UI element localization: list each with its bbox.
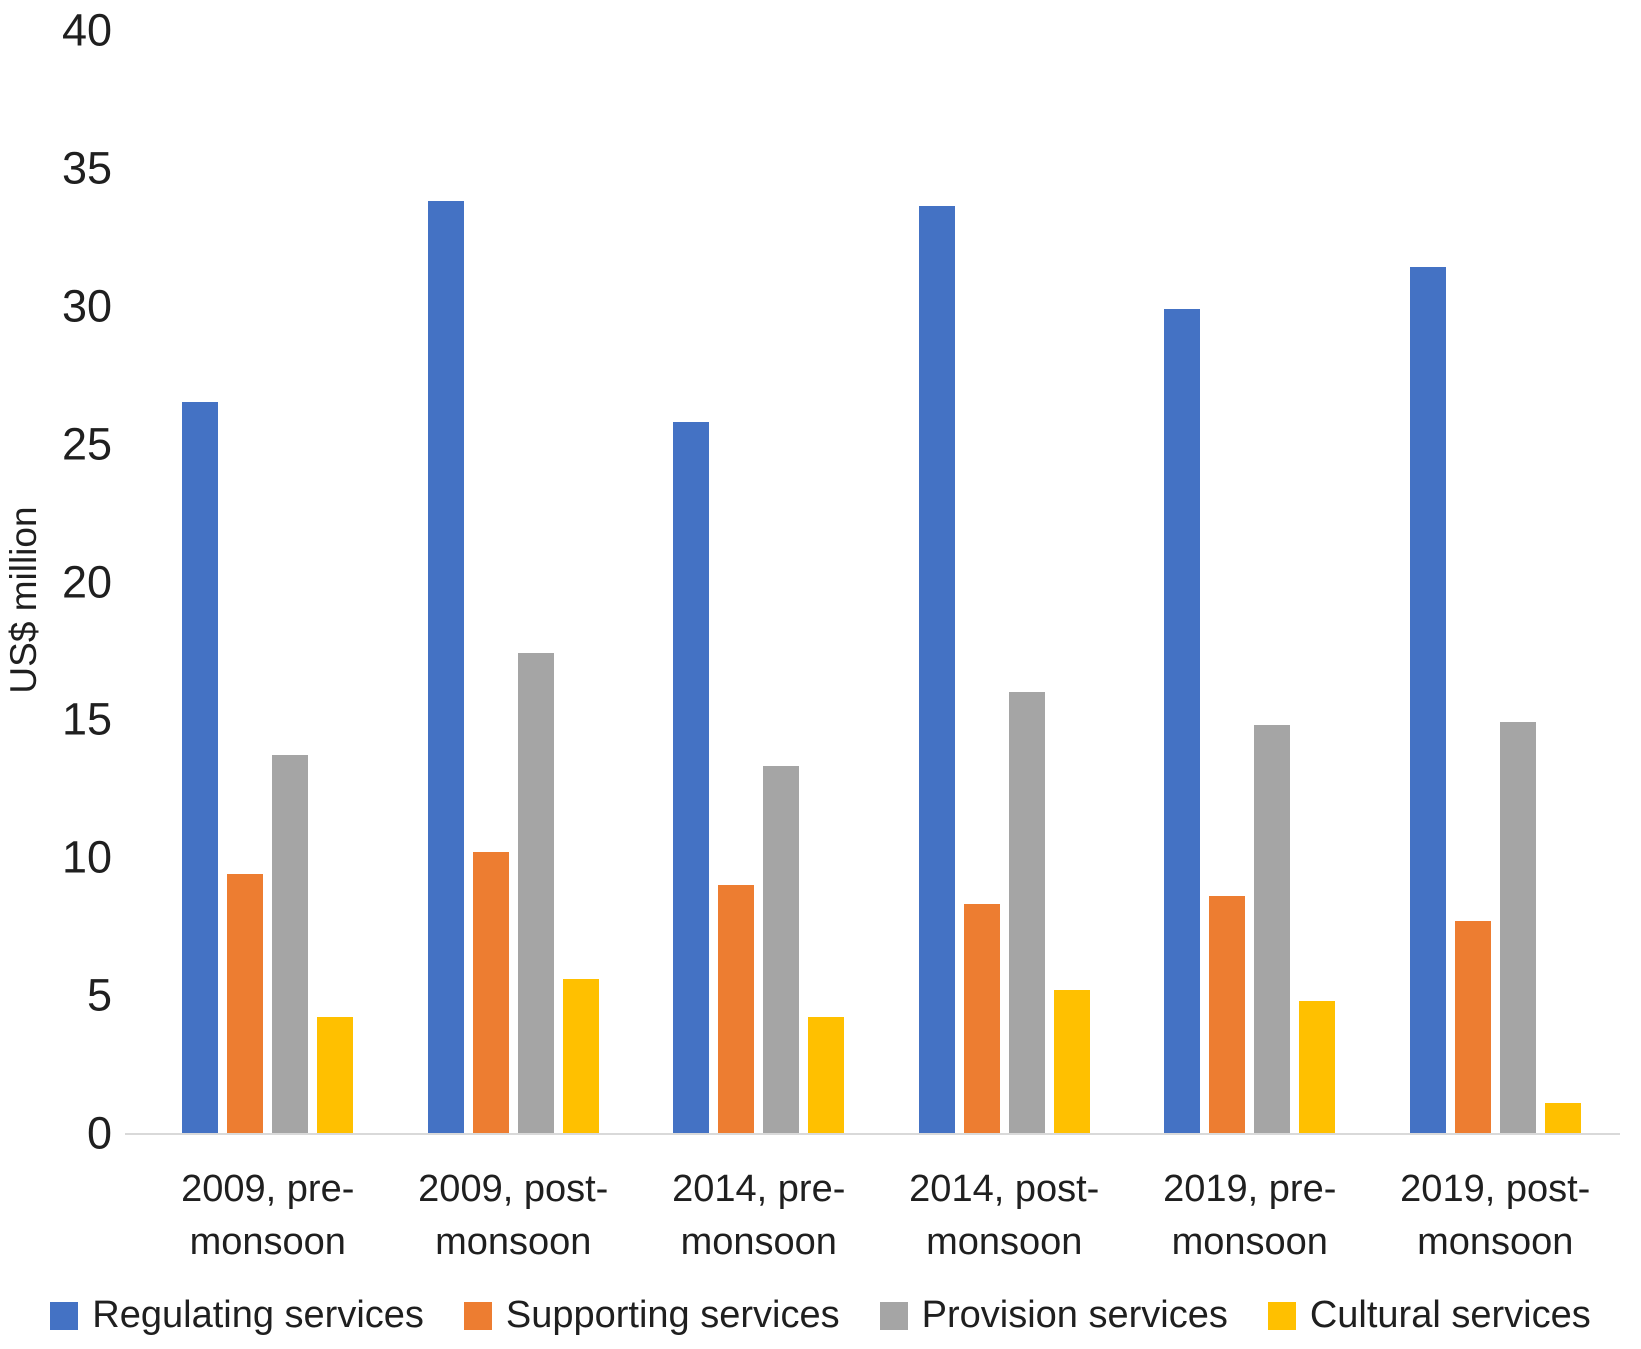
x-axis-category-label-line: monsoon [189, 1221, 346, 1263]
y-axis-tick-label: 30 [61, 280, 112, 332]
bar-cultural-services [1544, 1102, 1581, 1133]
x-axis-category-label-line: 2014, pre- [672, 1168, 846, 1210]
bar-regulating-services [182, 402, 219, 1133]
x-axis-category-label-line: monsoon [926, 1221, 1083, 1263]
y-axis-tick-label: 0 [86, 1107, 112, 1159]
x-axis-category-label-line: monsoon [1171, 1221, 1328, 1263]
bar-regulating-services [1409, 267, 1446, 1133]
bar-provision-services [763, 766, 800, 1133]
bar-cultural-services [1053, 989, 1090, 1133]
x-axis-category-label-line: 2009, pre- [181, 1168, 355, 1210]
bar-provision-services [517, 653, 554, 1133]
x-axis-category-label-line: monsoon [1417, 1221, 1574, 1263]
x-axis-category-label: 2009, pre-monsoon [145, 1163, 391, 1269]
bar-supporting-services [227, 873, 264, 1133]
y-axis-tick-label: 35 [61, 142, 112, 194]
legend-label: Regulating services [92, 1294, 424, 1336]
bar-provision-services [1254, 724, 1291, 1133]
legend-item-cultural-services: Cultural services [1267, 1294, 1591, 1337]
bar-group-2009-post-monsoon [391, 30, 637, 1133]
bar-regulating-services [918, 206, 955, 1133]
bar-provision-services [1008, 691, 1045, 1133]
x-axis-category-label: 2014, pre-monsoon [636, 1163, 882, 1269]
bar-supporting-services [963, 904, 1000, 1133]
legend-label: Cultural services [1309, 1294, 1591, 1336]
bar-provision-services [272, 755, 309, 1133]
bar-regulating-services [427, 200, 464, 1133]
x-axis-category-labels: 2009, pre-monsoon 2009, post-monsoon 2014,… [145, 1163, 1618, 1269]
legend-color-swatch-icon [1267, 1301, 1296, 1330]
x-axis-category-label-line: 2009, post- [418, 1168, 609, 1210]
bar-group-2014-pre-monsoon [636, 30, 882, 1133]
x-axis-line [125, 1133, 1620, 1135]
bar-regulating-services [673, 421, 710, 1133]
x-axis-category-label: 2009, post-monsoon [391, 1163, 637, 1269]
y-axis-tick-label: 10 [61, 831, 112, 883]
x-axis-category-label-line: 2019, pre- [1163, 1168, 1337, 1210]
bar-supporting-services [472, 851, 509, 1133]
bar-cultural-services [1299, 1000, 1336, 1133]
plot-area [145, 30, 1618, 1133]
bar-regulating-services [1164, 308, 1201, 1133]
bar-supporting-services [1454, 920, 1491, 1133]
legend-item-provision-services: Provision services [879, 1294, 1228, 1337]
legend-color-swatch-icon [463, 1301, 492, 1330]
x-axis-category-label: 2014, post-monsoon [882, 1163, 1128, 1269]
bar-supporting-services [1209, 895, 1246, 1133]
bar-supporting-services [718, 884, 755, 1133]
x-axis-category-label-line: 2019, post- [1400, 1168, 1591, 1210]
x-axis-category-label: 2019, pre-monsoon [1127, 1163, 1373, 1269]
bar-cultural-services [562, 978, 599, 1133]
bar-group-2009-pre-monsoon [145, 30, 391, 1133]
legend-label: Provision services [921, 1294, 1228, 1336]
bar-group-2019-pre-monsoon [1127, 30, 1373, 1133]
x-axis-category-label-line: monsoon [435, 1221, 592, 1263]
legend-color-swatch-icon [50, 1301, 79, 1330]
x-axis-category-label-line: monsoon [680, 1221, 837, 1263]
y-axis-tick-label: 5 [86, 969, 112, 1021]
y-axis-tick-label: 20 [61, 556, 112, 607]
bar-cultural-services [808, 1017, 845, 1133]
legend-label: Supporting services [505, 1294, 840, 1336]
x-axis-category-label-line: 2014, post- [909, 1168, 1100, 1210]
legend-item-regulating-services: Regulating services [50, 1294, 424, 1337]
y-axis-tick-label: 25 [61, 418, 112, 470]
bar-group-2014-post-monsoon [882, 30, 1128, 1133]
bar-provision-services [1499, 722, 1536, 1133]
legend-item-supporting-services: Supporting services [463, 1294, 840, 1337]
y-axis-tick-label: 40 [61, 4, 112, 56]
bar-cultural-services [317, 1017, 354, 1133]
x-axis-category-label: 2019, post-monsoon [1373, 1163, 1619, 1269]
chart-legend: Regulating services Supporting services Pr… [0, 1294, 1641, 1337]
bar-group-2019-post-monsoon [1373, 30, 1619, 1133]
y-axis-tick-label: 15 [61, 693, 112, 745]
legend-color-swatch-icon [879, 1301, 908, 1330]
